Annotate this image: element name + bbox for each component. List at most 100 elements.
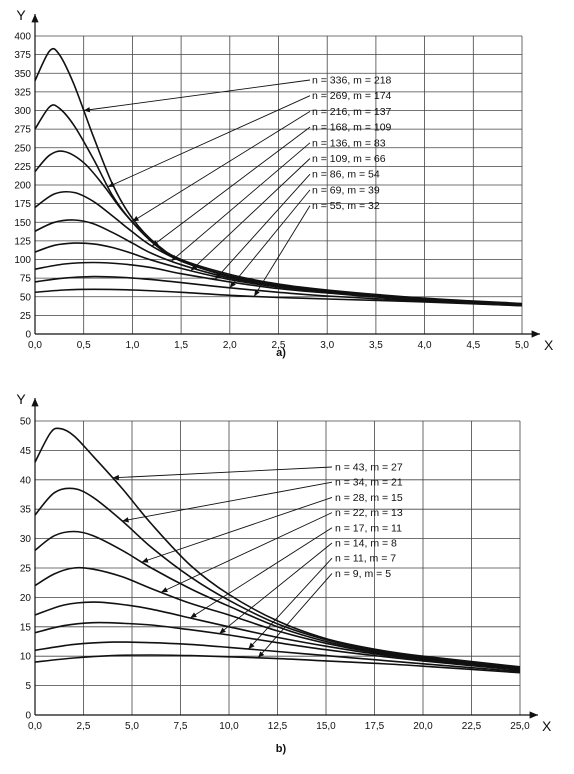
y-tick-label: 125 xyxy=(14,236,31,247)
y-tick-label: 50 xyxy=(20,292,32,303)
series-label-4: n = 22, m = 13 xyxy=(335,507,403,519)
series-pointer-6 xyxy=(190,158,311,272)
series-pointer-3 xyxy=(141,496,333,563)
y-tick-label: 20 xyxy=(20,593,32,604)
x-tick-label: 5,0 xyxy=(515,340,529,351)
series-curve-1 xyxy=(34,427,521,668)
series-label-5: n = 136, m = 83 xyxy=(312,137,386,149)
y-tick-label: 0 xyxy=(25,711,31,722)
series-pointer-6 xyxy=(219,542,333,635)
series-label-6: n = 109, m = 66 xyxy=(312,153,386,165)
series-pointer-3 xyxy=(132,111,311,222)
y-tick-label: 300 xyxy=(14,106,31,117)
series-label-9: n = 55, m = 32 xyxy=(312,200,380,212)
series-curve-7 xyxy=(34,261,523,306)
series-curve-5 xyxy=(34,601,521,671)
y-tick-label: 15 xyxy=(20,622,32,633)
y-tick-label: 400 xyxy=(14,32,31,43)
series-pointer-8 xyxy=(229,189,311,289)
series-pointer-9 xyxy=(253,205,311,297)
x-tick-label: 2,5 xyxy=(77,721,91,732)
x-tick-label: 7,5 xyxy=(174,721,188,732)
series-curve-7 xyxy=(34,641,521,673)
x-tick-label: 1,0 xyxy=(125,340,139,351)
series-label-2: n = 269, m = 174 xyxy=(312,90,392,102)
x-tick-label: 22,5 xyxy=(462,721,482,732)
series-pointer-7 xyxy=(248,557,333,650)
y-tick-label: 175 xyxy=(14,199,31,210)
series-label-7: n = 86, m = 54 xyxy=(312,169,380,181)
y-tick-label: 35 xyxy=(20,505,32,516)
panel-label: b) xyxy=(276,743,287,755)
y-axis-label: Y xyxy=(16,391,26,407)
x-tick-label: 4,0 xyxy=(418,340,432,351)
series-curve-6 xyxy=(34,621,521,672)
y-tick-label: 30 xyxy=(20,534,32,545)
y-tick-label: 225 xyxy=(14,162,31,173)
y-tick-label: 200 xyxy=(14,181,31,192)
x-tick-label: 3,5 xyxy=(369,340,383,351)
series-pointer-1 xyxy=(83,79,311,113)
y-tick-label: 325 xyxy=(14,87,31,98)
y-tick-label: 375 xyxy=(14,50,31,61)
chart-panel-b: X Y 0,0 2,5 5,0 7,5 10,0 12,5 15,0 17,5 20,0 22,5 25… xyxy=(16,391,552,755)
series-curve-9 xyxy=(34,288,523,307)
y-tick-label: 10 xyxy=(20,652,32,663)
y-tick-label: 45 xyxy=(20,446,32,457)
y-tick-label: 40 xyxy=(20,475,32,486)
x-tick-label: 1,5 xyxy=(174,340,188,351)
series-curve-8 xyxy=(34,654,521,674)
x-tick-label: 4,5 xyxy=(466,340,480,351)
series-curve-8 xyxy=(34,275,523,307)
series-curve-4 xyxy=(34,566,521,670)
chart-panel-a: X Y 0,0 0,5 1,0 1,5 2,0 2,5 3,0 3,5 4,0 4,5 5,0 0 25 50… xyxy=(14,7,554,359)
series-label-1: n = 336, m = 218 xyxy=(312,75,392,87)
series-label-8: n = 9, m = 5 xyxy=(335,568,391,580)
series-label-4: n = 168, m = 109 xyxy=(312,122,392,134)
series-label-5: n = 17, m = 11 xyxy=(335,522,402,534)
x-tick-label: 20,0 xyxy=(413,721,433,732)
series-label-8: n = 69, m = 39 xyxy=(312,184,380,196)
series-pointer-5 xyxy=(189,527,333,619)
x-tick-label: 17,5 xyxy=(365,721,385,732)
series-label-7: n = 11, m = 7 xyxy=(335,553,396,565)
y-tick-label: 350 xyxy=(14,69,31,80)
x-tick-label: 3,0 xyxy=(320,340,334,351)
y-tick-label: 100 xyxy=(14,255,31,266)
series-label-3: n = 216, m = 137 xyxy=(312,106,392,118)
y-tick-label: 250 xyxy=(14,143,31,154)
series-label-3: n = 28, m = 15 xyxy=(335,492,403,504)
x-tick-label: 0,5 xyxy=(77,340,91,351)
series-pointer-2 xyxy=(107,95,311,188)
series-pointer-4 xyxy=(160,512,333,593)
y-tick-label: 25 xyxy=(20,564,32,575)
x-tick-label: 0,0 xyxy=(28,721,42,732)
series-label-6: n = 14, m = 8 xyxy=(335,538,397,550)
series-pointer-8 xyxy=(257,573,333,659)
x-tick-label: 0,0 xyxy=(28,340,42,351)
x-tick-label: 25,0 xyxy=(510,721,530,732)
x-tick-label: 2,5 xyxy=(272,340,286,351)
x-tick-label: 10,0 xyxy=(219,721,239,732)
series-label-1: n = 43, m = 27 xyxy=(335,462,403,474)
series-pointer-4 xyxy=(151,126,311,247)
series-pointer-7 xyxy=(214,173,311,280)
y-tick-label: 5 xyxy=(25,681,31,692)
y-tick-label: 50 xyxy=(20,417,32,428)
y-axis-label: Y xyxy=(16,7,26,23)
series-curve-3 xyxy=(34,530,521,670)
series-pointer-1 xyxy=(112,466,333,481)
series-label-2: n = 34, m = 21 xyxy=(335,477,403,489)
y-tick-label: 0 xyxy=(25,330,31,341)
x-tick-label: 2,0 xyxy=(223,340,237,351)
y-tick-label: 25 xyxy=(20,311,32,322)
x-tick-label: 5,0 xyxy=(125,721,139,732)
y-tick-label: 275 xyxy=(14,125,31,136)
x-axis-label: X xyxy=(544,337,554,353)
x-tick-label: 15,0 xyxy=(316,721,336,732)
series-pointer-2 xyxy=(122,481,333,523)
x-axis-label: X xyxy=(542,718,552,734)
series-curve-2 xyxy=(34,487,521,669)
y-tick-label: 150 xyxy=(14,218,31,229)
